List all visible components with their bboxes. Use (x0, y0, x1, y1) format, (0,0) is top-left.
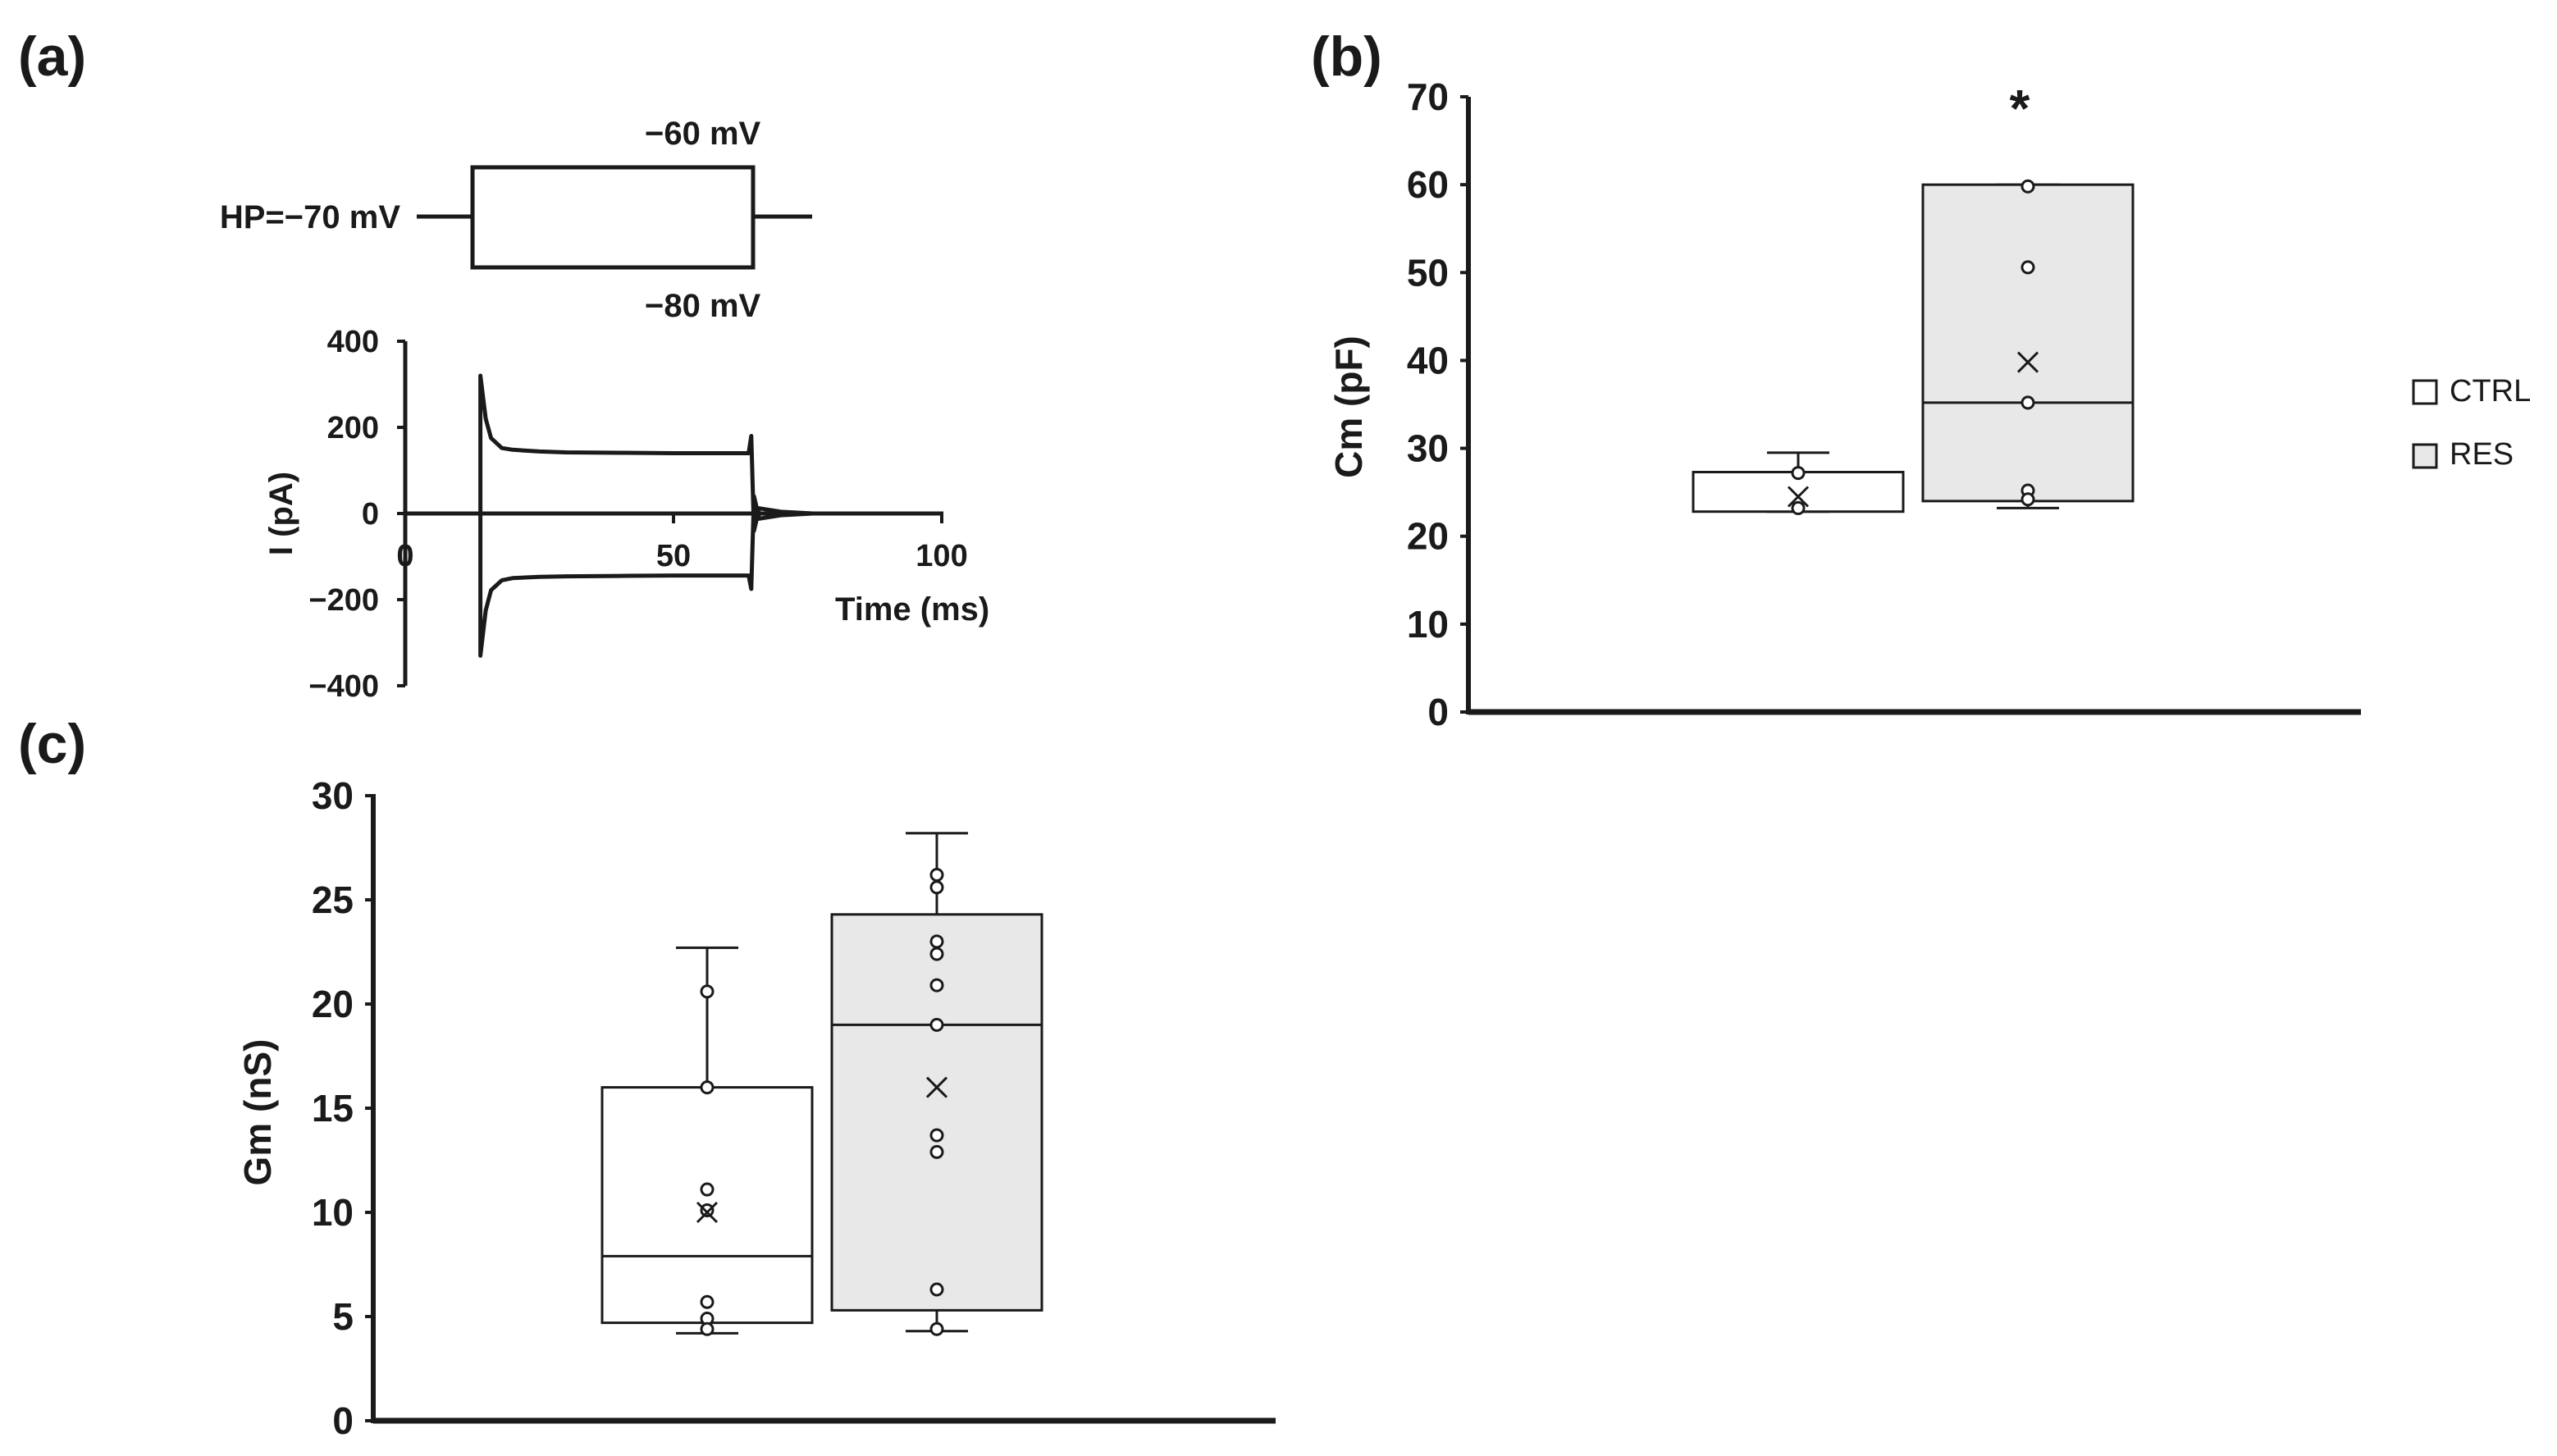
c-boxes (600, 832, 1043, 1336)
b-y-tick-label: 60 (1407, 163, 1449, 206)
a-traces (405, 373, 814, 658)
c-y-ticks: 30 25 20 15 10 5 0 (312, 774, 373, 1442)
c-data-point-ctrl (700, 984, 715, 999)
b-y-ticks: 70 60 50 40 30 20 10 0 (1407, 75, 1468, 733)
a-x-axis-title: Time (ms) (835, 591, 989, 628)
b-mean-marker-ctrl (1787, 486, 1810, 508)
a-y-tick-label: 200 (327, 411, 379, 445)
b-box-res (1921, 183, 2135, 503)
b-y-tick-label: 50 (1407, 251, 1449, 294)
b-y-tick-label: 0 (1427, 691, 1449, 733)
b-y-tick-label: 30 (1407, 427, 1449, 470)
b-y-tick-label: 70 (1407, 75, 1449, 118)
panel-label-c: (c) (18, 713, 86, 775)
a-y-tick-label: 400 (327, 325, 379, 359)
a-y-axis-title: I (pA) (263, 472, 299, 555)
a-current-trace-2 (405, 494, 814, 658)
legend-swatch-ctrl (2412, 379, 2438, 405)
c-y-tick-label: 5 (332, 1295, 354, 1338)
c-data-point-res (929, 1144, 944, 1159)
c-data-point-ctrl (700, 1294, 715, 1309)
c-data-point-res (929, 947, 944, 961)
c-y-tick-label: 15 (312, 1087, 354, 1130)
step-lower-label: −80 mV (645, 288, 761, 324)
cm-box-plot: 70 60 50 40 30 20 10 0 Cm (pF) * (1327, 75, 2361, 733)
c-y-tick-label: 25 (312, 879, 354, 921)
protocol-waveform (417, 165, 812, 270)
legend: CTRL RES (2412, 374, 2531, 472)
c-box-res (830, 913, 1043, 1312)
c-data-point-ctrl (700, 1321, 715, 1336)
b-data-point-res (2020, 395, 2035, 410)
b-mean-marker-res (2016, 351, 2039, 373)
c-data-point-ctrl (700, 1203, 715, 1217)
b-boxes (1692, 179, 2135, 515)
c-data-point-ctrl (700, 1080, 715, 1095)
a-x-tick-label: 50 (656, 539, 691, 573)
a-x-tick-label: 100 (915, 539, 967, 573)
gm-box-plot: 30 25 20 15 10 5 0 Gm (nS) (236, 774, 1276, 1442)
legend-item-res: RES (2412, 437, 2514, 472)
b-y-tick-label: 40 (1407, 339, 1449, 381)
c-y-tick-label: 30 (312, 774, 354, 817)
a-x-ticks: 0 50 100 (396, 513, 968, 573)
c-data-point-res (929, 934, 944, 949)
c-box-group-ctrl (600, 946, 814, 1336)
c-data-point-res (929, 1017, 944, 1032)
a-y-tick-label: 0 (362, 497, 379, 532)
significance-asterisk: * (2010, 79, 2030, 138)
c-data-point-res (929, 880, 944, 895)
current-trace-chart: 400 200 0 −200 −400 0 50 100 I (pA) Time (ms) (263, 325, 989, 704)
b-data-point-res (2020, 179, 2035, 194)
b-data-point-res (2020, 260, 2035, 275)
c-y-tick-label: 10 (312, 1191, 354, 1234)
legend-label-res: RES (2450, 437, 2514, 472)
panel-label-b: (b) (1311, 25, 1382, 88)
step-upper-label: −60 mV (645, 116, 761, 152)
a-y-ticks: 400 200 0 −200 −400 (308, 325, 405, 704)
b-data-point-ctrl (1791, 466, 1806, 481)
a-y-tick-label: −400 (308, 669, 379, 704)
b-data-point-res (2020, 492, 2035, 507)
c-y-tick-label: 0 (332, 1399, 354, 1442)
c-box-group-res (830, 832, 1043, 1336)
c-data-point-res (929, 1128, 944, 1143)
b-y-tick-label: 10 (1407, 603, 1449, 646)
b-box-group-res (1921, 179, 2135, 509)
b-box-group-ctrl (1692, 451, 1905, 515)
c-y-axis-title: Gm (nS) (236, 1039, 279, 1186)
c-data-point-res (929, 1282, 944, 1297)
legend-label-ctrl: CTRL (2450, 374, 2531, 409)
holding-potential-label: HP=−70 mV (220, 199, 400, 235)
c-data-point-ctrl (700, 1182, 715, 1197)
b-y-tick-label: 20 (1407, 515, 1449, 558)
b-data-point-ctrl (1791, 500, 1806, 515)
voltage-protocol: HP=−70 mV −60 mV −80 mV (220, 116, 812, 324)
a-x-tick-label: 0 (396, 539, 413, 573)
c-data-point-res (929, 1321, 944, 1336)
a-y-tick-label: −200 (308, 583, 379, 618)
legend-swatch-res (2412, 443, 2438, 469)
c-y-tick-label: 20 (312, 983, 354, 1025)
c-data-point-res (929, 868, 944, 883)
b-y-axis-title: Cm (pF) (1327, 335, 1370, 478)
c-mean-marker-res (925, 1076, 948, 1098)
c-mean-marker-ctrl (696, 1201, 719, 1224)
legend-item-ctrl: CTRL (2412, 374, 2531, 409)
c-data-point-res (929, 978, 944, 993)
panel-label-a: (a) (18, 25, 86, 88)
